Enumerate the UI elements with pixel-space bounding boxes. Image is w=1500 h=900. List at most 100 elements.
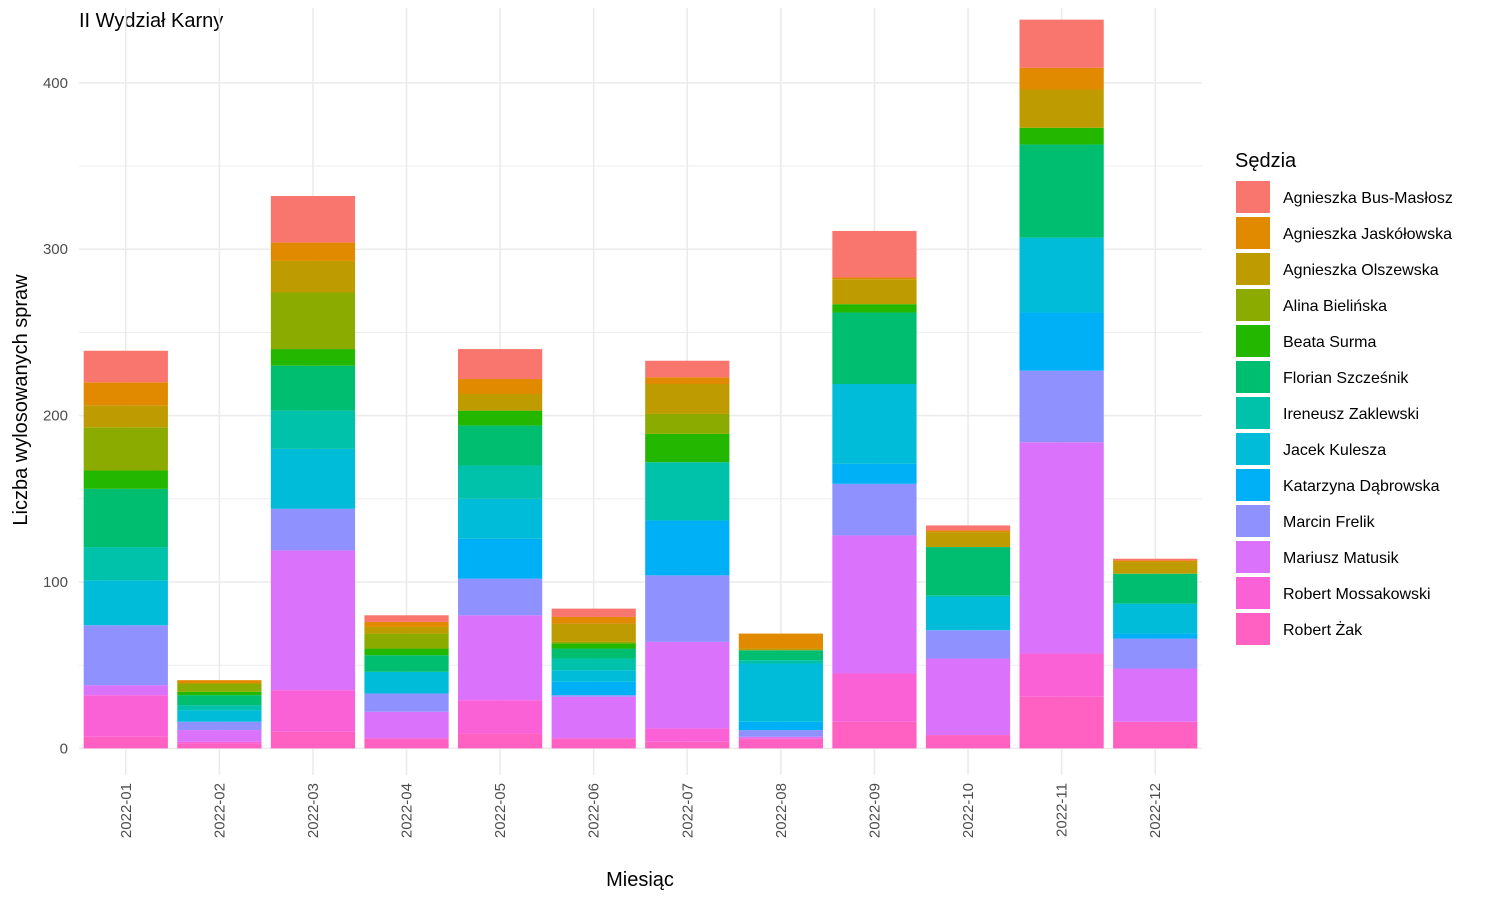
bar-segment: [645, 741, 730, 749]
bar-segment: [1019, 89, 1104, 128]
x-tick-label: 2022-02: [211, 783, 228, 838]
bar-segment: [1019, 442, 1104, 654]
bar-segment: [177, 743, 262, 749]
bar-segment: [1113, 668, 1198, 722]
legend-swatch: [1236, 433, 1270, 465]
bar-segment: [177, 710, 262, 722]
bar-segment: [364, 626, 449, 634]
bar-segment: [1019, 67, 1104, 90]
x-tick-label: 2022-12: [1147, 783, 1164, 838]
bar-segment: [832, 279, 917, 305]
bar-segment: [1019, 127, 1104, 145]
bar-segment: [832, 673, 917, 722]
bar-segment: [364, 655, 449, 672]
bar-segment: [832, 304, 917, 313]
bar-segment: [1113, 603, 1198, 634]
bar-segment: [270, 448, 356, 509]
bar-segment: [925, 595, 1011, 597]
bar-segment: [458, 498, 543, 539]
bar-segment: [364, 615, 449, 622]
x-tick-label: 2022-06: [586, 783, 603, 838]
bar-segment: [832, 483, 917, 536]
x-tick-label: 2022-04: [399, 783, 416, 838]
bar-segment: [270, 260, 356, 293]
bar-segment: [1019, 144, 1104, 238]
bar-segment: [738, 660, 823, 664]
bar-segment: [738, 738, 823, 749]
bar-segment: [925, 596, 1011, 631]
legend-swatch: [1236, 577, 1270, 609]
legend-item-label: Ireneusz Zaklewski: [1283, 406, 1419, 423]
bar-segment: [645, 384, 730, 414]
legend-title: Sędzia: [1235, 150, 1297, 172]
bar-segment: [1019, 19, 1104, 68]
y-tick-label: 100: [43, 574, 68, 591]
bar-segment: [270, 365, 356, 411]
legend-swatch: [1236, 505, 1270, 537]
x-tick-label: 2022-09: [866, 783, 883, 838]
bar-segment: [1019, 237, 1104, 313]
bar-segment: [1019, 653, 1104, 697]
bar-segment: [270, 731, 356, 749]
bar-segment: [83, 405, 168, 428]
bar-segment: [832, 230, 917, 278]
bar-segment: [83, 580, 168, 626]
bar-segment: [83, 625, 168, 686]
bar-segment: [1019, 370, 1104, 443]
y-tick-label: 0: [60, 740, 68, 757]
bar-segment: [1113, 721, 1198, 749]
bar-segment: [1019, 312, 1104, 371]
bar-segment: [364, 633, 449, 649]
bar-segment: [177, 741, 262, 744]
bar-segment: [645, 641, 730, 729]
bar-segment: [645, 433, 730, 463]
bar-segment: [458, 349, 543, 380]
legend: Sędzia Agnieszka Bus-Masłosz Agnieszka Ja…: [1235, 150, 1453, 645]
bar-segment: [1113, 558, 1198, 561]
legend-swatch: [1236, 361, 1270, 393]
y-tick-label: 300: [43, 241, 68, 258]
x-tick-label: 2022-07: [679, 783, 696, 838]
bar-segment: [83, 350, 168, 383]
bar-segment: [1113, 638, 1198, 669]
x-axis-title: Miesiąc: [606, 869, 674, 891]
bar-segment: [925, 525, 1011, 531]
bar-segment: [832, 312, 917, 385]
bar-segment: [458, 410, 543, 426]
legend-item-label: Beata Surma: [1283, 334, 1376, 351]
bar-segment: [83, 470, 168, 489]
bar-segment: [364, 738, 449, 749]
bar-segment: [1113, 562, 1198, 574]
legend-item-label: Marcin Frelik: [1283, 514, 1376, 531]
bar-segment: [364, 671, 449, 694]
bar-segment: [551, 670, 636, 682]
bar-segment: [551, 648, 636, 659]
bar-segment: [1113, 573, 1198, 604]
legend-swatch: [1236, 253, 1270, 285]
bar-segment: [177, 695, 262, 706]
legend-item-label: Agnieszka Jaskółowska: [1283, 226, 1452, 243]
bar-segment: [270, 550, 356, 691]
y-axis-ticks: 0 100 200 300 400: [43, 75, 68, 758]
bar-segment: [925, 547, 1011, 596]
bar-segment: [177, 683, 262, 692]
bar-segment: [832, 463, 917, 484]
bar-segment: [738, 663, 823, 722]
legend-swatch: [1236, 289, 1270, 321]
bar-segment: [645, 360, 730, 378]
legend-swatch: [1236, 613, 1270, 645]
bar-segment: [458, 615, 543, 701]
bar-segment: [1019, 696, 1104, 749]
x-tick-label: 2022-05: [492, 783, 509, 838]
bar-segment: [925, 530, 1011, 533]
bar-segment: [738, 730, 823, 737]
bar-segment: [270, 349, 356, 366]
legend-item-label: Agnieszka Bus-Masłosz: [1283, 190, 1453, 207]
bar-segment: [83, 547, 168, 581]
legend-swatch: [1236, 181, 1270, 213]
bar-segment: [458, 700, 543, 734]
bar-segment: [551, 738, 636, 749]
bar-segment: [551, 696, 636, 739]
bar-segment: [645, 520, 730, 576]
legend-item-label: Florian Szcześnik: [1283, 370, 1409, 387]
